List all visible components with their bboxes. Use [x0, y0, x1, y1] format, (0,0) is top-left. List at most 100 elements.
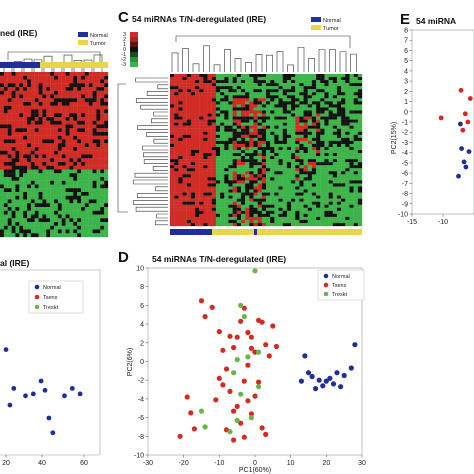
- heatmap-cell: [92, 233, 97, 238]
- heatmap-cell: [249, 201, 254, 205]
- heatmap-cell: [328, 180, 333, 184]
- heatmap-cell: [203, 195, 208, 199]
- heatmap-cell: [224, 198, 229, 202]
- heatmap-cell: [349, 122, 354, 126]
- heatmap-cell: [186, 159, 192, 163]
- heatmap-cell: [203, 177, 208, 181]
- dendrogram-branch: [276, 51, 284, 72]
- heatmap-cell: [34, 222, 39, 226]
- point-normal: [330, 381, 337, 387]
- heatmap-cell: [23, 139, 28, 144]
- heatmap-cell: [57, 162, 62, 166]
- heatmap-cell: [211, 137, 217, 142]
- heatmap-cell: [203, 201, 208, 205]
- heatmap-cell: [50, 79, 55, 84]
- heatmap-cell: [266, 213, 271, 218]
- heatmap-cell: [261, 134, 267, 138]
- heatmap-cell: [178, 131, 183, 135]
- heatmap-cell: [38, 79, 43, 84]
- heatmap-cell: [54, 109, 59, 114]
- heatmap-cell: [220, 168, 225, 172]
- heatmap-cell: [15, 218, 20, 223]
- heatmap-cell: [220, 110, 225, 114]
- heatmap-cell: [357, 80, 363, 84]
- heatmap-cell: [236, 131, 242, 135]
- heatmap-cell: [324, 195, 329, 199]
- heatmap-cell: [104, 135, 109, 140]
- heatmap-cell: [182, 143, 187, 148]
- y-tick-label: -6: [138, 415, 144, 422]
- heatmap-cell: [266, 77, 271, 81]
- heatmap-cell: [88, 154, 93, 159]
- heatmap-cell: [245, 219, 250, 224]
- heatmap-cell: [349, 137, 354, 142]
- heatmap-cell: [316, 183, 321, 187]
- heatmap-cell: [345, 101, 350, 105]
- heatmap-cell: [199, 156, 204, 160]
- heatmap-cell: [104, 94, 109, 99]
- y-tick-label: -3: [402, 140, 408, 147]
- heatmap-cell: [178, 204, 183, 208]
- heatmap-cell: [190, 146, 196, 151]
- heatmap-cell: [249, 204, 254, 208]
- heatmap-cell: [232, 213, 237, 218]
- heatmap-cell: [224, 168, 229, 172]
- heatmap-cell: [96, 98, 101, 103]
- heatmap-cell: [345, 183, 350, 187]
- heatmap-cell: [261, 168, 267, 172]
- heatmap-cell: [84, 184, 89, 189]
- heatmap-cell: [253, 119, 258, 123]
- heatmap-cell: [228, 119, 233, 123]
- heatmap-cell: [311, 195, 317, 199]
- heatmap-cell: [54, 222, 59, 226]
- heatmap-cell: [236, 171, 242, 175]
- heatmap-cell: [245, 89, 250, 93]
- panel-d-xlabel: PC1(60%): [239, 467, 271, 474]
- heatmap-cell: [203, 113, 208, 117]
- heatmap-cell: [0, 139, 5, 144]
- heatmap-cell: [278, 213, 283, 218]
- heatmap-cell: [42, 222, 47, 226]
- heatmap-cell: [65, 83, 70, 88]
- heatmap-cell: [92, 150, 97, 155]
- heatmap-cell: [23, 210, 28, 215]
- heatmap-cell: [224, 86, 229, 90]
- heatmap-cell: [190, 189, 196, 193]
- heatmap-cell: [84, 120, 89, 125]
- heatmap-cell: [286, 107, 292, 111]
- heatmap-cell: [195, 159, 200, 163]
- heatmap-cell: [88, 105, 93, 110]
- heatmap-cell: [178, 83, 183, 87]
- heatmap-cell: [295, 189, 300, 193]
- heatmap-cell: [190, 159, 196, 163]
- heatmap-cell: [100, 154, 105, 159]
- heatmap-cell: [7, 83, 12, 88]
- heatmap-cell: [100, 72, 105, 76]
- heatmap-cell: [195, 201, 200, 205]
- heatmap-cell: [215, 210, 221, 214]
- heatmap-cell: [249, 89, 254, 93]
- heatmap-cell: [77, 139, 82, 144]
- heatmap-cell: [15, 162, 20, 166]
- heatmap-cell: [0, 135, 5, 140]
- heatmap-cell: [3, 207, 8, 211]
- x-tick-label: 10: [287, 460, 295, 467]
- heatmap-cell: [349, 192, 354, 196]
- heatmap-cell: [220, 165, 225, 169]
- heatmap-cell: [328, 107, 333, 111]
- heatmap-cell: [249, 104, 254, 108]
- heatmap-cell: [245, 159, 250, 163]
- heatmap-cell: [23, 147, 28, 151]
- heatmap-cell: [46, 109, 51, 114]
- heatmap-cell: [182, 213, 187, 218]
- heatmap-cell: [69, 173, 74, 178]
- heatmap-cell: [27, 113, 32, 118]
- heatmap-cell: [92, 169, 97, 174]
- y-tick-label: -1: [402, 120, 408, 127]
- heatmap-cell: [303, 186, 308, 190]
- heatmap-cell: [215, 156, 221, 160]
- heatmap-cell: [357, 89, 363, 93]
- heatmap-cell: [170, 159, 175, 163]
- heatmap-cell: [203, 150, 208, 154]
- y-tick-label: 4: [404, 68, 408, 75]
